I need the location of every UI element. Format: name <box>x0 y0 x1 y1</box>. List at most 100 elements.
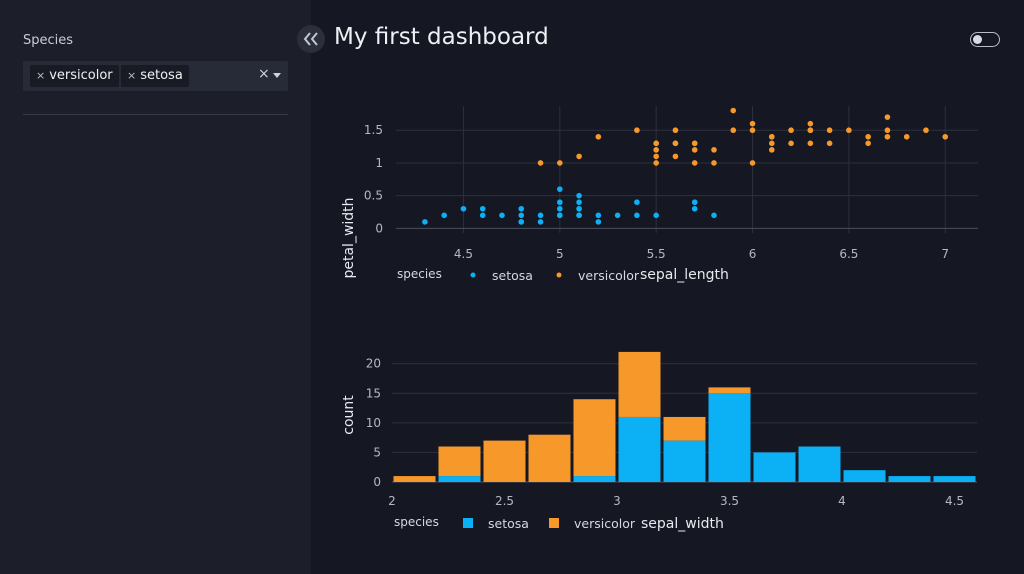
scatter-point-versicolor[interactable] <box>730 107 737 114</box>
scatter-point-setosa[interactable] <box>537 212 544 219</box>
scatter-point-versicolor[interactable] <box>768 140 775 147</box>
histogram-bar-setosa[interactable] <box>798 446 841 482</box>
histogram-bar-setosa[interactable] <box>933 476 976 482</box>
scatter-legend-versicolor-marker[interactable] <box>556 272 562 278</box>
histogram-bar-versicolor[interactable] <box>438 446 481 477</box>
histogram-bar-setosa[interactable] <box>888 476 931 482</box>
species-multiselect[interactable]: × versicolor × setosa × <box>23 61 288 91</box>
histogram-bar-setosa[interactable] <box>708 393 751 482</box>
histogram-bar-versicolor[interactable] <box>528 434 571 482</box>
scatter-point-setosa[interactable] <box>576 205 582 212</box>
histogram-bar-setosa[interactable] <box>753 452 796 482</box>
scatter-point-versicolor[interactable] <box>865 140 871 147</box>
scatter-point-versicolor[interactable] <box>711 147 717 153</box>
scatter-point-setosa[interactable] <box>634 212 640 219</box>
scatter-point-versicolor[interactable] <box>942 133 949 140</box>
scatter-point-setosa[interactable] <box>518 212 525 219</box>
scatter-point-setosa[interactable] <box>711 212 717 219</box>
scatter-point-setosa[interactable] <box>537 219 544 225</box>
scatter-point-versicolor[interactable] <box>595 133 602 140</box>
chip-remove-icon[interactable]: × <box>127 69 137 82</box>
histogram-bar-versicolor[interactable] <box>663 416 706 441</box>
scatter-point-setosa[interactable] <box>691 199 698 206</box>
histogram-legend-setosa[interactable]: setosa <box>488 516 529 531</box>
scatter-point-versicolor[interactable] <box>672 127 679 134</box>
scatter-point-setosa[interactable] <box>479 205 486 212</box>
scatter-point-versicolor[interactable] <box>788 127 794 134</box>
clear-all-icon[interactable]: × <box>258 66 270 82</box>
scatter-point-setosa[interactable] <box>518 219 525 225</box>
scatter-point-versicolor[interactable] <box>576 153 582 160</box>
histogram-bar-versicolor[interactable] <box>393 476 436 482</box>
scatter-point-versicolor[interactable] <box>865 133 871 140</box>
scatter-point-setosa[interactable] <box>557 199 563 206</box>
scatter-point-versicolor[interactable] <box>903 133 910 140</box>
histogram-bar-versicolor[interactable] <box>708 387 751 394</box>
scatter-legend-versicolor[interactable]: versicolor <box>578 268 640 283</box>
scatter-point-versicolor[interactable] <box>826 140 833 147</box>
scatter-point-versicolor[interactable] <box>923 127 929 134</box>
histogram-legend-setosa-marker[interactable] <box>463 518 473 528</box>
scatter-point-versicolor[interactable] <box>691 160 698 166</box>
scatter-point-versicolor[interactable] <box>884 133 891 140</box>
histogram-bar-setosa[interactable] <box>843 470 886 482</box>
scatter-point-versicolor[interactable] <box>749 120 756 127</box>
scatter-point-setosa[interactable] <box>499 212 505 219</box>
theme-toggle[interactable] <box>970 32 1000 47</box>
scatter-point-versicolor[interactable] <box>768 147 775 153</box>
chevron-down-icon[interactable] <box>273 73 281 78</box>
histogram-bar-setosa[interactable] <box>663 440 706 482</box>
histogram-bar-setosa[interactable] <box>573 476 616 482</box>
scatter-point-versicolor[interactable] <box>672 140 679 147</box>
scatter-point-setosa[interactable] <box>691 205 698 212</box>
scatter-point-setosa[interactable] <box>595 212 602 219</box>
scatter-point-setosa[interactable] <box>460 205 467 212</box>
scatter-point-versicolor[interactable] <box>634 127 640 134</box>
scatter-point-versicolor[interactable] <box>672 153 679 160</box>
scatter-point-setosa[interactable] <box>595 219 602 225</box>
scatter-point-setosa[interactable] <box>422 219 428 225</box>
scatter-point-versicolor[interactable] <box>846 127 852 134</box>
scatter-point-setosa[interactable] <box>614 212 621 219</box>
scatter-point-versicolor[interactable] <box>884 114 891 120</box>
scatter-point-versicolor[interactable] <box>826 127 833 134</box>
scatter-point-versicolor[interactable] <box>788 140 794 147</box>
scatter-point-setosa[interactable] <box>518 205 525 212</box>
scatter-legend-setosa[interactable]: setosa <box>492 268 533 283</box>
scatter-point-versicolor[interactable] <box>653 140 659 147</box>
scatter-point-versicolor[interactable] <box>768 133 775 140</box>
scatter-legend-setosa-marker[interactable] <box>470 272 476 278</box>
scatter-point-setosa[interactable] <box>557 212 563 219</box>
histogram-bar-setosa[interactable] <box>438 476 481 482</box>
scatter-point-versicolor[interactable] <box>807 120 814 127</box>
scatter-point-versicolor[interactable] <box>884 127 891 134</box>
scatter-point-setosa[interactable] <box>557 186 563 192</box>
scatter-point-versicolor[interactable] <box>749 127 756 134</box>
histogram-bar-versicolor[interactable] <box>573 399 616 477</box>
histogram-legend-versicolor[interactable]: versicolor <box>574 516 636 531</box>
scatter-point-setosa[interactable] <box>479 212 486 219</box>
scatter-point-setosa[interactable] <box>557 205 563 212</box>
histogram-bar-setosa[interactable] <box>618 416 661 482</box>
scatter-point-versicolor[interactable] <box>691 140 698 147</box>
scatter-point-versicolor[interactable] <box>730 127 737 134</box>
scatter-point-setosa[interactable] <box>634 199 640 206</box>
chip-remove-icon[interactable]: × <box>36 69 46 82</box>
histogram-bar-versicolor[interactable] <box>483 440 526 482</box>
scatter-point-versicolor[interactable] <box>711 160 717 166</box>
scatter-point-setosa[interactable] <box>441 212 447 219</box>
scatter-point-versicolor[interactable] <box>653 147 659 153</box>
scatter-point-versicolor[interactable] <box>537 160 544 166</box>
histogram-legend-versicolor-marker[interactable] <box>549 518 559 528</box>
scatter-point-setosa[interactable] <box>653 212 659 219</box>
scatter-point-setosa[interactable] <box>576 212 582 219</box>
scatter-point-versicolor[interactable] <box>807 140 814 147</box>
scatter-point-versicolor[interactable] <box>557 160 563 166</box>
histogram-bar-versicolor[interactable] <box>618 351 661 417</box>
collapse-sidebar-button[interactable] <box>297 25 325 53</box>
scatter-point-setosa[interactable] <box>576 199 582 206</box>
scatter-point-versicolor[interactable] <box>653 160 659 166</box>
scatter-point-versicolor[interactable] <box>749 160 756 166</box>
scatter-point-setosa[interactable] <box>576 192 582 199</box>
scatter-point-versicolor[interactable] <box>691 147 698 153</box>
